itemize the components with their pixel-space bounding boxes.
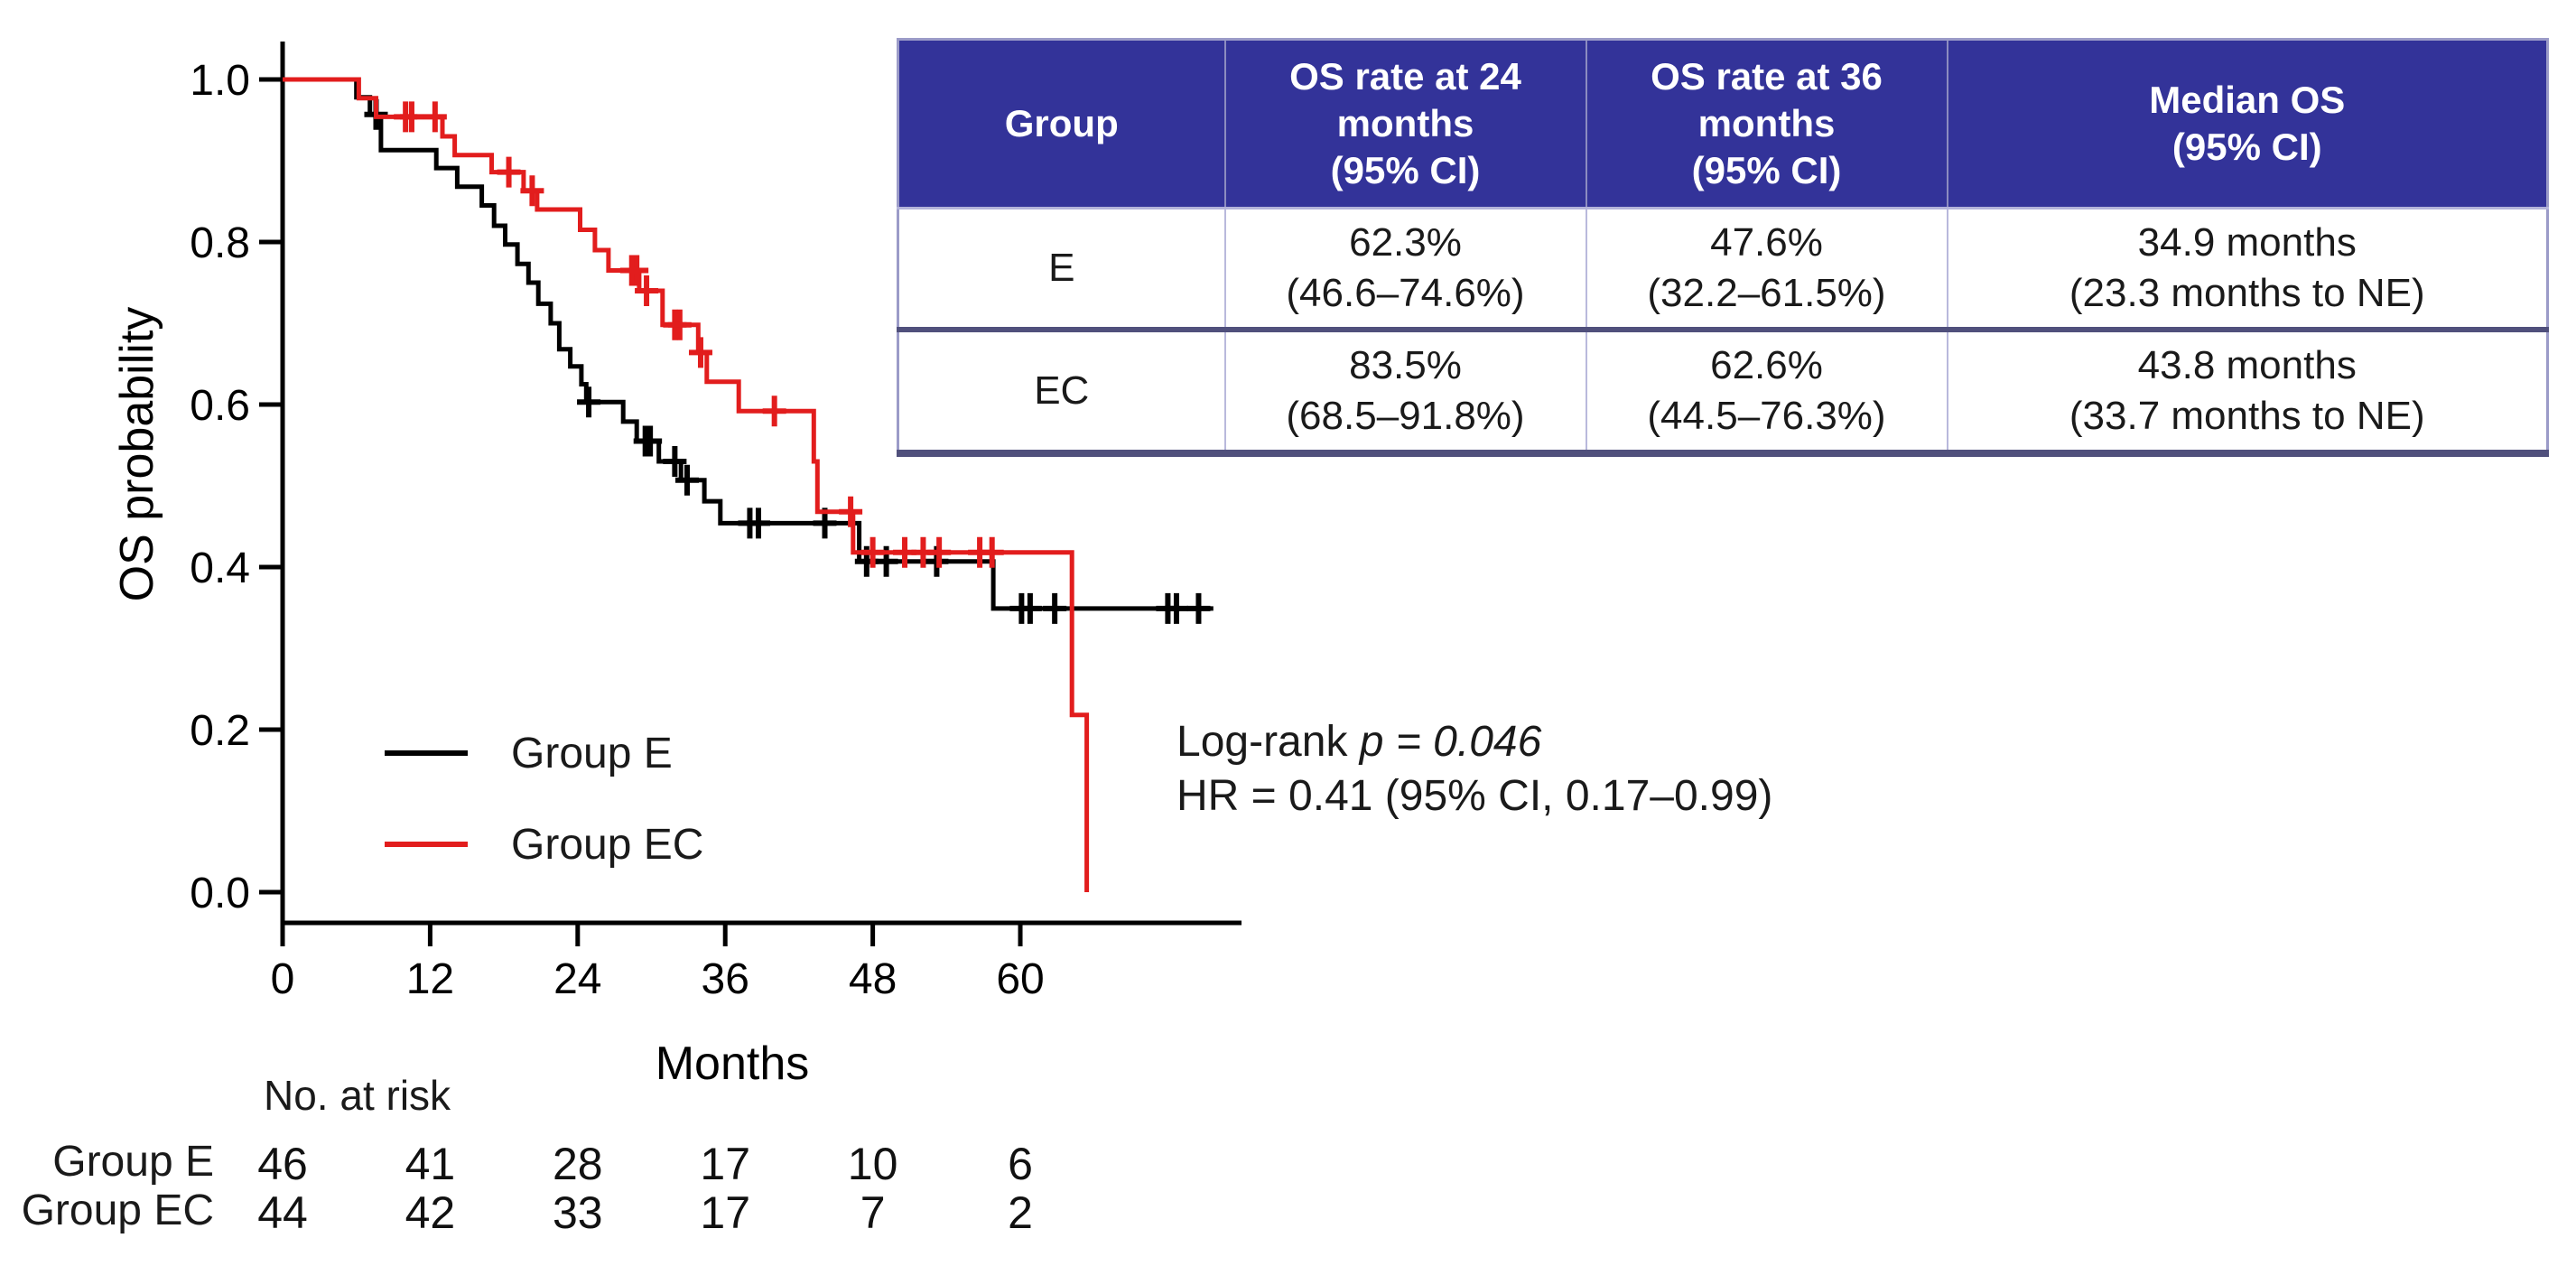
os-summary-header-cell-2: OS rate at 36 months (95% CI) xyxy=(1585,39,1948,209)
x-tick-label: 24 xyxy=(553,955,601,1003)
value-cell-1-0: 83.5% (68.5–91.8%) xyxy=(1223,330,1586,453)
stats-annotation: Log-rank p = 0.046 HR = 0.41 (95% CI, 0.… xyxy=(1176,715,1772,824)
y-tick-label: 0.2 xyxy=(190,707,250,755)
risk-row-label-group-e: Group E xyxy=(52,1138,214,1186)
y-tick-label: 0.6 xyxy=(190,382,250,430)
value-cell-0-2: 34.9 months (23.3 months to NE) xyxy=(1946,208,2548,332)
value-cell-0-0: 62.3% (46.6–74.6%) xyxy=(1223,208,1586,332)
x-tick-label: 0 xyxy=(271,955,295,1003)
x-axis-label: Months xyxy=(655,1038,810,1090)
legend-label-group-ec: Group EC xyxy=(511,820,704,869)
x-tick-label: 60 xyxy=(996,955,1044,1003)
risk-count: 44 xyxy=(257,1187,308,1238)
os-summary-header-cell-0: Group xyxy=(897,39,1225,209)
y-tick-label: 1.0 xyxy=(190,57,250,105)
legend-item-group-ec: Group EC xyxy=(385,817,703,871)
value-cell-0-1: 47.6% (32.2–61.5%) xyxy=(1585,208,1948,332)
y-axis-label: OS probability xyxy=(111,306,163,602)
risk-row-label-group-ec: Group EC xyxy=(21,1187,214,1234)
risk-count: 41 xyxy=(405,1139,456,1189)
km-curve-group-e xyxy=(283,77,1214,611)
legend-line-red-icon xyxy=(385,842,468,847)
value-cell-1-2: 43.8 months (33.7 months to NE) xyxy=(1946,330,2548,453)
os-summary-header-cell-3: Median OS (95% CI) xyxy=(1946,39,2548,209)
os-summary-row-ec: EC 83.5% (68.5–91.8%) 62.6% (44.5–76.3%) 43.8… xyxy=(897,330,2548,453)
log-rank-p-value: p = 0.046 xyxy=(1359,718,1542,766)
y-tick-label: 0.8 xyxy=(190,219,250,267)
legend-label-group-e: Group E xyxy=(511,729,673,777)
y-tick-label: 0.0 xyxy=(190,870,250,917)
log-rank-prefix: Log-rank xyxy=(1176,718,1360,766)
hazard-ratio-line: HR = 0.41 (95% CI, 0.17–0.99) xyxy=(1176,772,1773,820)
km-curve-group-ec xyxy=(283,77,1090,892)
risk-count: 33 xyxy=(552,1187,603,1238)
legend-item-group-e: Group E xyxy=(385,726,673,780)
risk-count: 46 xyxy=(257,1139,308,1189)
x-tick-label: 12 xyxy=(406,955,454,1003)
risk-count: 6 xyxy=(1008,1139,1033,1189)
risk-count: 2 xyxy=(1008,1187,1033,1238)
group-cell: EC xyxy=(897,330,1225,453)
os-summary-table: Group OS rate at 24 months (95% CI) OS rate … xyxy=(897,38,2549,457)
group-cell: E xyxy=(897,208,1225,332)
legend-line-black-icon xyxy=(385,750,468,756)
no-at-risk-title: No. at risk xyxy=(264,1072,451,1119)
os-summary-table-wrap: Group OS rate at 24 months (95% CI) OS rate … xyxy=(897,38,2549,457)
x-tick-label: 36 xyxy=(702,955,749,1003)
risk-count: 7 xyxy=(860,1187,886,1238)
y-tick-label: 0.4 xyxy=(190,545,250,592)
risk-count: 28 xyxy=(552,1139,603,1189)
x-tick-label: 48 xyxy=(849,955,897,1003)
risk-count: 17 xyxy=(700,1187,751,1238)
risk-count: 17 xyxy=(700,1139,751,1189)
os-summary-header-row: Group OS rate at 24 months (95% CI) OS rate … xyxy=(897,39,2548,209)
os-summary-header-cell-1: OS rate at 24 months (95% CI) xyxy=(1223,39,1586,209)
os-summary-row-e: E 62.3% (46.6–74.6%) 47.6% (32.2–61.5%) 34.9 … xyxy=(897,208,2548,332)
log-rank-line: Log-rank p = 0.046 xyxy=(1176,715,1772,769)
value-cell-1-1: 62.6% (44.5–76.3%) xyxy=(1585,330,1948,453)
risk-count: 42 xyxy=(405,1187,456,1238)
risk-count: 10 xyxy=(847,1139,898,1189)
